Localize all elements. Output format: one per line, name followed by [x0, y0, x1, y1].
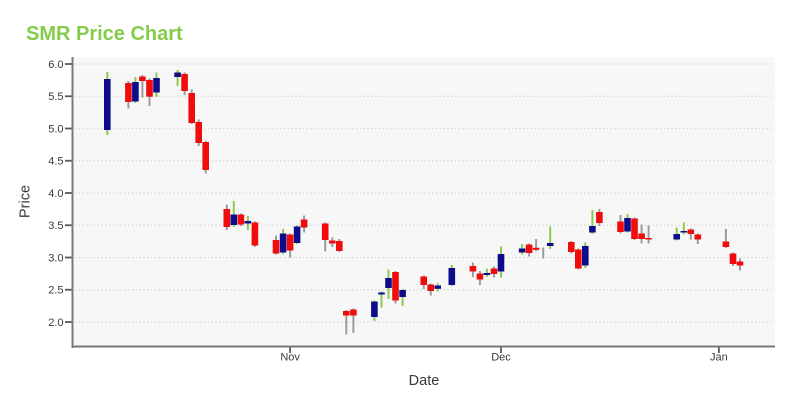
svg-text:Jan: Jan: [710, 352, 728, 364]
svg-text:SMR Price Chart: SMR Price Chart: [26, 23, 183, 45]
svg-text:5.5: 5.5: [48, 91, 63, 103]
svg-text:2.0: 2.0: [48, 317, 63, 329]
svg-text:3.0: 3.0: [48, 252, 63, 264]
svg-text:4.0: 4.0: [48, 188, 63, 200]
svg-text:Dec: Dec: [491, 352, 511, 364]
svg-text:6.0: 6.0: [48, 59, 63, 71]
svg-text:4.5: 4.5: [48, 156, 63, 168]
svg-text:Nov: Nov: [280, 352, 300, 364]
svg-text:5.0: 5.0: [48, 123, 63, 135]
svg-text:3.5: 3.5: [48, 220, 63, 232]
svg-text:2.5: 2.5: [48, 285, 63, 297]
svg-text:Date: Date: [409, 373, 440, 389]
svg-text:Price: Price: [18, 185, 34, 218]
